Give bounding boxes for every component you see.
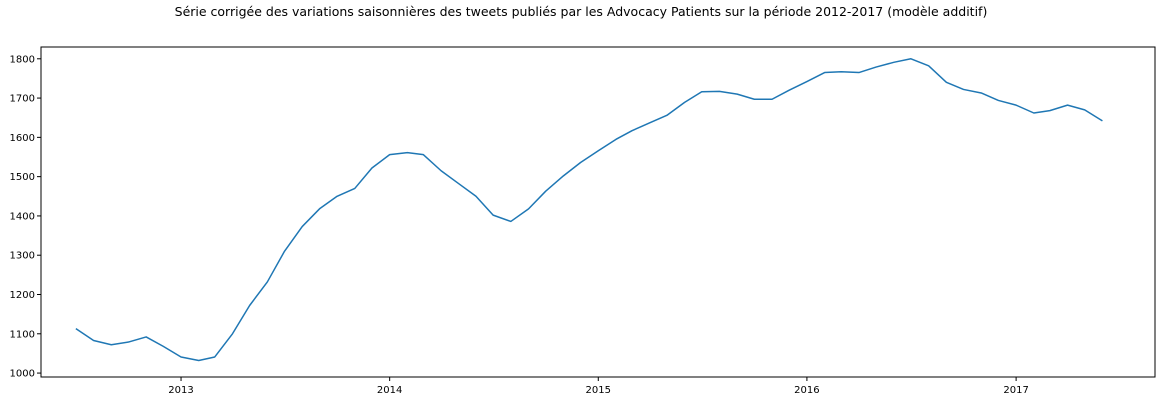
chart-title: Série corrigée des variations saisonnièr…	[174, 4, 988, 19]
y-tick-label: 1100	[10, 329, 35, 340]
y-axis: 1000 1100 1200 1300 1400 1500 1600 1700 1800	[10, 54, 41, 380]
y-tick-label: 1300	[10, 251, 35, 262]
y-tick-label: 1500	[10, 172, 35, 183]
series-line	[75, 58, 1103, 362]
y-tick-label: 1600	[10, 133, 35, 144]
y-tick-label: 1200	[10, 290, 35, 301]
y-tick-label: 1700	[10, 94, 35, 105]
x-tick-label: 2017	[1003, 385, 1028, 396]
x-axis: 2013 2014 2015 2016 2017	[168, 377, 1029, 396]
plot-frame	[40, 46, 1156, 378]
x-tick-label: 2013	[168, 385, 193, 396]
y-tick-label: 1400	[10, 211, 35, 222]
x-tick-label: 2014	[377, 385, 402, 396]
x-tick-label: 2015	[586, 385, 611, 396]
x-tick-label: 2016	[794, 385, 819, 396]
y-tick-label: 1000	[10, 369, 35, 380]
y-tick-label: 1800	[10, 54, 35, 65]
